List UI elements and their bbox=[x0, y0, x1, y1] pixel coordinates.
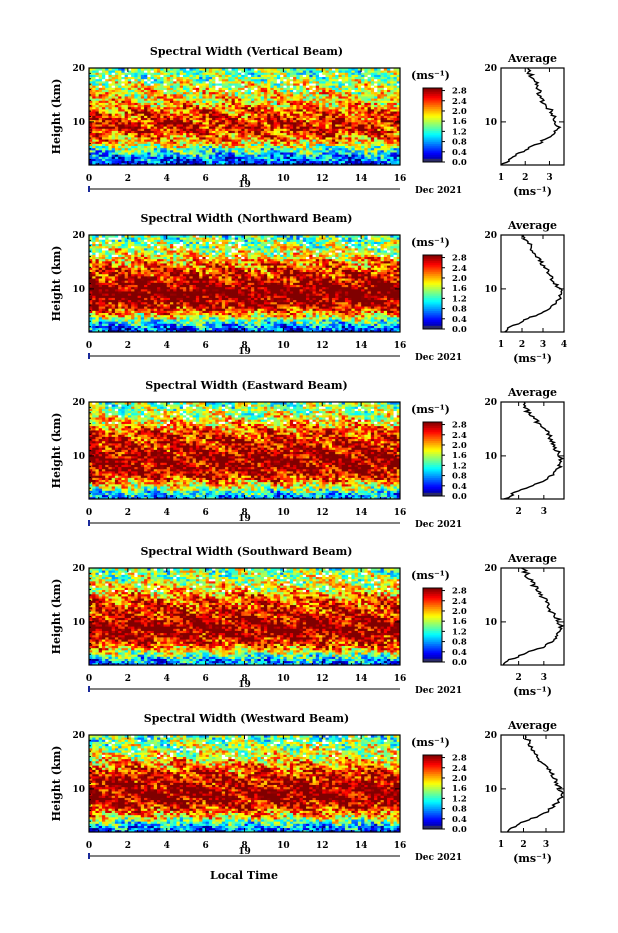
x-tick-label: 10 bbox=[277, 174, 290, 184]
heatmap bbox=[89, 235, 400, 332]
colorbar-unit: (ms⁻¹) bbox=[411, 69, 450, 82]
x-tick-label: 6 bbox=[202, 174, 208, 184]
x-tick-label: 2 bbox=[125, 174, 131, 184]
average-title: Average bbox=[507, 52, 557, 65]
colorbar-tick-label: 0.8 bbox=[452, 138, 467, 148]
x-tick-label: 14 bbox=[355, 174, 368, 184]
average-plot: Average 1 2 3 10 20 (ms⁻¹) bbox=[484, 52, 564, 198]
colorbar-tick-label: 2.8 bbox=[452, 87, 467, 97]
y-tick-label: 10 bbox=[72, 118, 85, 128]
colorbar-tick-label: 2.4 bbox=[452, 97, 467, 107]
x-tick-label: 12 bbox=[316, 174, 329, 184]
average-x-tick-label: 2 bbox=[522, 173, 528, 183]
average-x-label: (ms⁻¹) bbox=[513, 185, 552, 198]
average-y-tick-label: 20 bbox=[484, 64, 497, 74]
y-axis-label: Height (km) bbox=[50, 79, 63, 155]
day-label: 19 bbox=[238, 180, 251, 190]
panel-title: Spectral Width (Northward Beam) bbox=[141, 212, 353, 225]
x-tick-label: 4 bbox=[164, 174, 170, 184]
colorbar-tick-label: 0.0 bbox=[452, 158, 467, 168]
average-y-tick-label: 10 bbox=[484, 118, 497, 128]
date-label: Dec 2021 bbox=[415, 186, 462, 196]
average-line bbox=[501, 68, 560, 165]
x-tick-label: 16 bbox=[394, 174, 407, 184]
average-x-tick-label: 1 bbox=[498, 173, 504, 183]
panel-title: Spectral Width (Vertical Beam) bbox=[150, 45, 343, 58]
colorbar-tick-label: 1.2 bbox=[452, 127, 467, 137]
colorbar: 2.82.42.01.61.20.80.40.0 bbox=[423, 87, 467, 168]
colorbar-tick-label: 0.4 bbox=[452, 148, 467, 158]
x-tick-label: 0 bbox=[86, 174, 92, 184]
colorbar-tick-label: 1.6 bbox=[452, 117, 467, 127]
colorbar-tick-label: 2.0 bbox=[452, 107, 467, 117]
heatmap bbox=[89, 68, 400, 165]
average-x-tick-label: 3 bbox=[546, 173, 552, 183]
y-tick-label: 20 bbox=[72, 64, 85, 74]
